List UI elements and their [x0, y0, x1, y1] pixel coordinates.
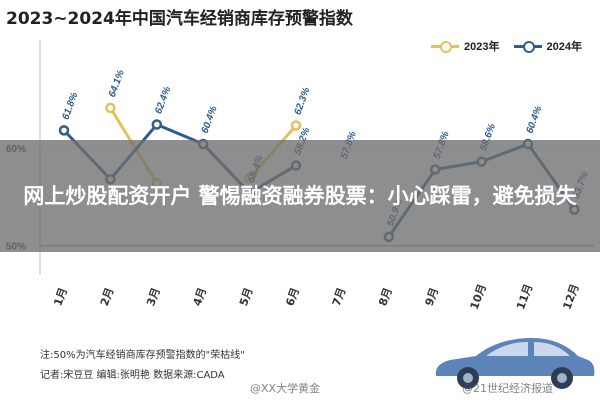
legend-swatch-2023-icon	[431, 41, 460, 53]
x-tick-label: 7月	[330, 286, 349, 308]
chart-title: 2023~2024年中国汽车经销商库存预警指数	[6, 9, 353, 29]
data-label: 60.4%	[200, 105, 220, 136]
legend-label-2023: 2023年	[464, 41, 500, 53]
data-point	[151, 119, 163, 130]
legend-label-2024: 2024年	[546, 41, 582, 53]
x-tick-label: 11月	[514, 282, 535, 311]
x-tick-label: 8月	[376, 286, 395, 308]
note-line-2: 记者:宋豆豆 编辑:张明艳 数据来源:CADA	[40, 370, 225, 381]
headline-overlay: 网上炒股配资开户 警惕融资融券股票：小心踩雷，避免损失	[0, 140, 600, 252]
x-tick-label: 5月	[237, 286, 256, 308]
x-tick-label: 6月	[283, 286, 302, 308]
legend-item-2024: 2024年	[513, 38, 582, 54]
x-tick-label: 10月	[468, 282, 489, 311]
headline-text: 网上炒股配资开户 警惕融资融券股票：小心踩雷，避免损失	[23, 184, 577, 208]
data-point	[290, 120, 302, 131]
legend-swatch-2024-icon	[513, 41, 542, 53]
x-tick-label: 1月	[51, 286, 70, 308]
watermark-left: @XX大学黄金	[250, 382, 321, 395]
chart-legend: 2023年 2024年	[431, 38, 582, 54]
data-label: 62.4%	[153, 85, 173, 116]
data-point	[105, 102, 116, 114]
chart-notes: 注:50%为汽车经销商库存预警指数的"荣枯线" 记者:宋豆豆 编辑:张明艳 数据…	[40, 346, 245, 386]
x-tick-label: 12月	[561, 282, 582, 311]
x-tick-label: 2月	[98, 286, 117, 308]
legend-item-2023: 2023年	[431, 38, 500, 54]
data-label: 64.1%	[107, 68, 127, 99]
data-label: 60.4%	[524, 105, 544, 136]
data-label: 62.3%	[292, 86, 312, 117]
data-point	[58, 125, 70, 136]
x-tick-label: 4月	[191, 286, 210, 308]
note-line-1: 注:50%为汽车经销商库存预警指数的"荣枯线"	[40, 350, 245, 361]
x-tick-label: 9月	[423, 286, 442, 308]
x-tick-label: 3月	[144, 286, 163, 308]
watermark-right: @21世纪经济报道	[462, 382, 553, 395]
car-illustration-icon	[435, 338, 595, 389]
data-label: 61.8%	[60, 91, 80, 122]
